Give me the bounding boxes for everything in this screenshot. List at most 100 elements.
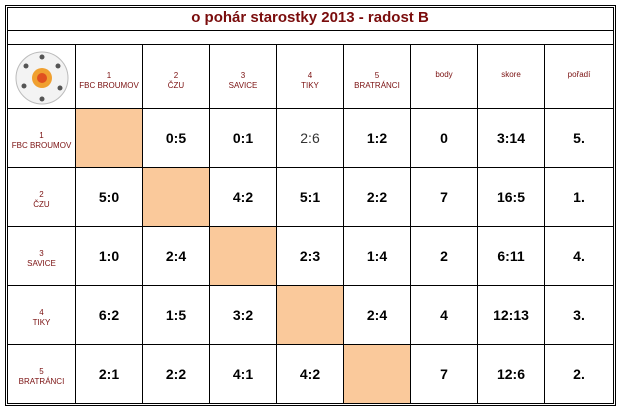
body-cell: 7 bbox=[410, 344, 478, 404]
header-team: SAVICE bbox=[228, 81, 258, 90]
row-number: 2 bbox=[39, 190, 44, 199]
result: 2:2 bbox=[165, 366, 187, 382]
logo bbox=[15, 51, 69, 105]
poradi: 4. bbox=[573, 248, 585, 264]
result: 0:5 bbox=[165, 130, 187, 146]
skore: 12:6 bbox=[496, 366, 526, 382]
result: 1:4 bbox=[366, 248, 388, 264]
frame bbox=[5, 5, 616, 406]
row-team: ČZU bbox=[33, 200, 50, 209]
body: 7 bbox=[440, 366, 448, 382]
row-number: 4 bbox=[39, 308, 44, 317]
header-cell: 4 TIKY bbox=[276, 44, 344, 109]
row-team: SAVICE bbox=[27, 259, 56, 268]
result: 5:0 bbox=[98, 189, 120, 205]
spacer-row bbox=[7, 30, 614, 45]
skore: 6:11 bbox=[497, 248, 525, 264]
result: 2:4 bbox=[366, 307, 388, 323]
diagonal-cell bbox=[75, 108, 143, 168]
poradi-cell: 3. bbox=[544, 285, 614, 345]
body: 0 bbox=[440, 130, 448, 146]
result-cell: 4:1 bbox=[209, 344, 277, 404]
result-cell: 2:6 bbox=[276, 108, 344, 168]
team-cell: 4 TIKY bbox=[7, 285, 76, 345]
result: 6:2 bbox=[98, 307, 120, 323]
result-cell: 0:5 bbox=[142, 108, 210, 168]
team-cell: 1 FBC BROUMOV bbox=[7, 108, 76, 168]
header-number: 1 bbox=[106, 71, 112, 80]
result: 0:1 bbox=[232, 130, 254, 146]
poradi: 3. bbox=[573, 307, 585, 323]
result-cell: 1:0 bbox=[75, 226, 143, 286]
title: o pohár starostky 2013 - radost B bbox=[191, 9, 429, 26]
poradi-cell: 1. bbox=[544, 167, 614, 227]
result-cell: 3:2 bbox=[209, 285, 277, 345]
header-cell: 5 BRATRÁNCI bbox=[343, 44, 411, 109]
result-cell: 2:1 bbox=[75, 344, 143, 404]
logo-core bbox=[37, 73, 47, 83]
skore: 3:14 bbox=[496, 130, 526, 146]
result-cell: 2:3 bbox=[276, 226, 344, 286]
header-cell: skore bbox=[477, 44, 545, 109]
header-number: 5 bbox=[374, 71, 380, 80]
result: 3:2 bbox=[232, 307, 254, 323]
result: 1:5 bbox=[165, 307, 187, 323]
body-cell: 2 bbox=[410, 226, 478, 286]
row-team: FBC BROUMOV bbox=[11, 141, 72, 150]
result: 1:0 bbox=[98, 248, 120, 264]
header-cell: 1 FBC BROUMOV bbox=[75, 44, 143, 109]
result-cell: 4:2 bbox=[276, 344, 344, 404]
poradi-cell: 5. bbox=[544, 108, 614, 168]
skore-cell: 12:6 bbox=[477, 344, 545, 404]
body-cell: 4 bbox=[410, 285, 478, 345]
header-team: FBC BROUMOV bbox=[79, 81, 139, 90]
body: 4 bbox=[440, 307, 448, 323]
poradi: 5. bbox=[573, 130, 585, 146]
header-team: BRATRÁNCI bbox=[354, 81, 400, 90]
diagonal-cell bbox=[276, 285, 344, 345]
header-cell: 3 SAVICE bbox=[209, 44, 277, 109]
result: 5:1 bbox=[299, 189, 321, 205]
header-number: 2 bbox=[173, 71, 179, 80]
body-cell: 7 bbox=[410, 167, 478, 227]
row-number: 5 bbox=[39, 367, 44, 376]
result-cell: 4:2 bbox=[209, 167, 277, 227]
poradi: 2. bbox=[573, 366, 585, 382]
logo-figures bbox=[21, 54, 63, 102]
row-team: BRATRÁNCI bbox=[18, 377, 65, 386]
team-cell: 2 ČZU bbox=[7, 167, 76, 227]
diagonal-cell bbox=[209, 226, 277, 286]
poradi-cell: 2. bbox=[544, 344, 614, 404]
skore-cell: 6:11 bbox=[477, 226, 545, 286]
result-cell: 1:5 bbox=[142, 285, 210, 345]
result-cell: 2:2 bbox=[142, 344, 210, 404]
body: 7 bbox=[440, 189, 448, 205]
skore-cell: 16:5 bbox=[477, 167, 545, 227]
result: 4:1 bbox=[232, 366, 254, 382]
result: 4:2 bbox=[299, 366, 321, 382]
header-label: body bbox=[435, 70, 453, 79]
result: 4:2 bbox=[232, 189, 254, 205]
header-label: skore bbox=[501, 70, 521, 79]
result-cell: 6:2 bbox=[75, 285, 143, 345]
result: 2:3 bbox=[299, 248, 321, 264]
skore: 12:13 bbox=[493, 307, 529, 323]
header-number: 4 bbox=[307, 71, 313, 80]
header-cell: pořadí bbox=[544, 44, 614, 109]
skore-cell: 12:13 bbox=[477, 285, 545, 345]
result-cell: 2:4 bbox=[142, 226, 210, 286]
header-label: pořadí bbox=[567, 70, 591, 79]
row-team: TIKY bbox=[32, 318, 51, 327]
header-number: 3 bbox=[240, 71, 246, 80]
header-cell: body bbox=[410, 44, 478, 109]
result: 2:6 bbox=[300, 130, 320, 146]
result-cell: 2:2 bbox=[343, 167, 411, 227]
result: 2:1 bbox=[98, 366, 120, 382]
result-cell: 5:0 bbox=[75, 167, 143, 227]
header-team: TIKY bbox=[301, 81, 319, 90]
header-cell: 2 ČZU bbox=[142, 44, 210, 109]
skore-cell: 3:14 bbox=[477, 108, 545, 168]
skore: 16:5 bbox=[496, 189, 526, 205]
logo-cell bbox=[7, 44, 76, 109]
